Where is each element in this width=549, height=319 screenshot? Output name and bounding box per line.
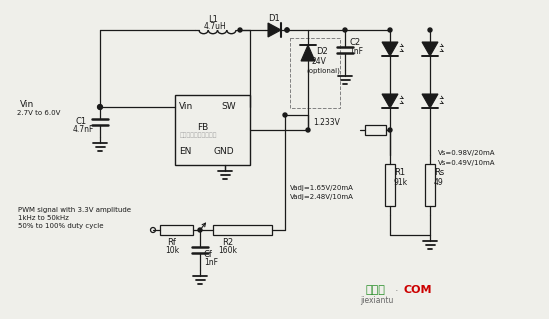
Text: 2.7V to 6.0V: 2.7V to 6.0V [17,110,60,116]
Text: 杭州蒋睿科技有限公司: 杭州蒋睿科技有限公司 [180,132,217,137]
Circle shape [283,113,287,117]
Polygon shape [382,94,398,108]
Text: SW: SW [221,102,236,111]
Text: ·: · [395,286,399,296]
Text: 91k: 91k [394,178,408,187]
Text: jiexiantu: jiexiantu [360,296,394,305]
Text: Vadj=1.65V/20mA: Vadj=1.65V/20mA [290,185,354,191]
Circle shape [428,28,432,32]
Text: 50% to 100% duty cycle: 50% to 100% duty cycle [18,223,104,229]
Text: L1: L1 [208,15,218,24]
Bar [425,164,435,206]
Circle shape [198,228,202,232]
Text: Vin: Vin [179,102,193,111]
Text: 160k: 160k [218,246,237,255]
Bar [160,225,193,235]
Circle shape [343,28,347,32]
Text: GND: GND [213,147,234,156]
Circle shape [388,128,392,132]
Text: (optional): (optional) [306,67,340,73]
Text: C1: C1 [75,117,86,126]
Text: Vs=0.49V/10mA: Vs=0.49V/10mA [438,160,496,166]
Text: 1.233V: 1.233V [313,118,340,127]
Bar [290,38,340,108]
Polygon shape [422,42,438,56]
Text: 1nF: 1nF [204,258,218,267]
Text: Vs=0.98V/20mA: Vs=0.98V/20mA [438,150,496,156]
Bar [175,95,250,165]
Text: R1: R1 [394,168,405,177]
Text: COM: COM [403,285,432,295]
Text: C2: C2 [349,38,360,47]
Text: Rf: Rf [167,238,176,247]
Polygon shape [268,23,281,37]
Text: 4.7uH: 4.7uH [204,22,227,31]
Polygon shape [301,45,315,61]
Text: R2: R2 [222,238,233,247]
Text: 1kHz to 50kHz: 1kHz to 50kHz [18,215,69,221]
Text: 1nF: 1nF [349,47,363,56]
Circle shape [388,28,392,32]
Text: Vin: Vin [20,100,34,109]
Text: D1: D1 [268,14,280,23]
Bar [365,125,385,135]
Text: FB: FB [198,123,209,132]
Text: D2: D2 [316,47,328,56]
Text: EN: EN [179,147,192,156]
Circle shape [285,28,289,32]
Circle shape [98,105,102,109]
Text: Rs: Rs [434,168,444,177]
Text: 4.7nF: 4.7nF [73,125,94,134]
Text: Cf: Cf [204,250,213,259]
Text: 49: 49 [434,178,444,187]
Polygon shape [422,94,438,108]
Circle shape [285,28,289,32]
Text: 接线图: 接线图 [365,285,385,295]
Text: 10k: 10k [165,246,179,255]
Text: 24V: 24V [312,57,327,66]
Circle shape [238,28,242,32]
Polygon shape [382,42,398,56]
Bar [385,164,395,206]
Text: PWM signal with 3.3V amplitude: PWM signal with 3.3V amplitude [18,207,131,213]
Bar [213,225,272,235]
Text: Vadj=2.48V/10mA: Vadj=2.48V/10mA [290,194,354,200]
Circle shape [306,128,310,132]
